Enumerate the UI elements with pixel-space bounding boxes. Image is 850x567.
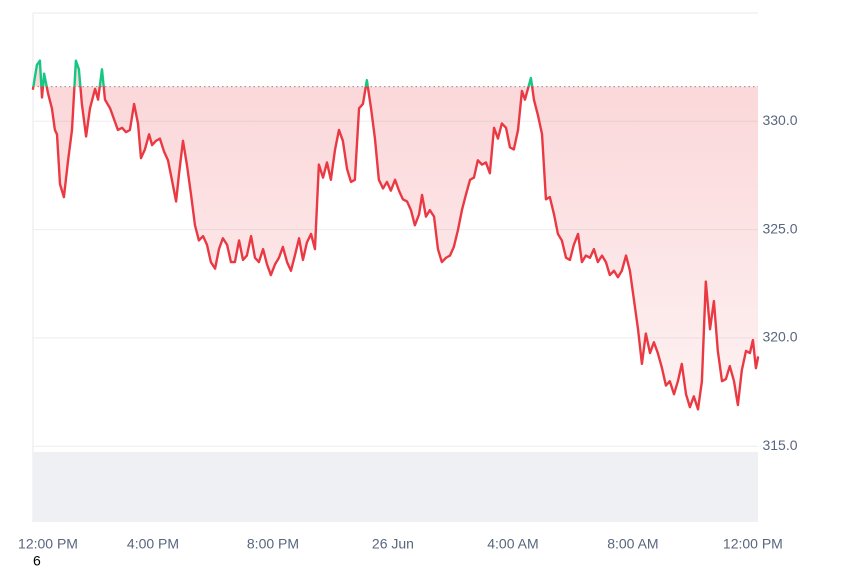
x-tick-label: 4:00 PM [127, 536, 179, 552]
x-tick-label: 4:00 AM [487, 536, 538, 552]
x-tick-label: 8:00 AM [607, 536, 658, 552]
y-tick-label: 320.0 [762, 329, 797, 345]
y-tick-label: 325.0 [762, 220, 797, 236]
y-tick-label: 315.0 [762, 437, 797, 453]
volume-band [33, 452, 758, 522]
price-line [31, 59, 760, 411]
x-tick-label: 8:00 PM [247, 536, 299, 552]
x-tick-label: 12:00 PM [723, 536, 783, 552]
y-tick-label: 330.0 [762, 112, 797, 128]
x-tick-label: 26 Jun [372, 536, 414, 552]
footnote: 6 [33, 553, 41, 567]
x-tick-label: 12:00 PM [18, 536, 78, 552]
plot-layer: 315.0 320.0 325.0 330.0 12:00 PM 4:00 PM 8:00 … [18, 59, 798, 552]
price-area [33, 60, 758, 410]
